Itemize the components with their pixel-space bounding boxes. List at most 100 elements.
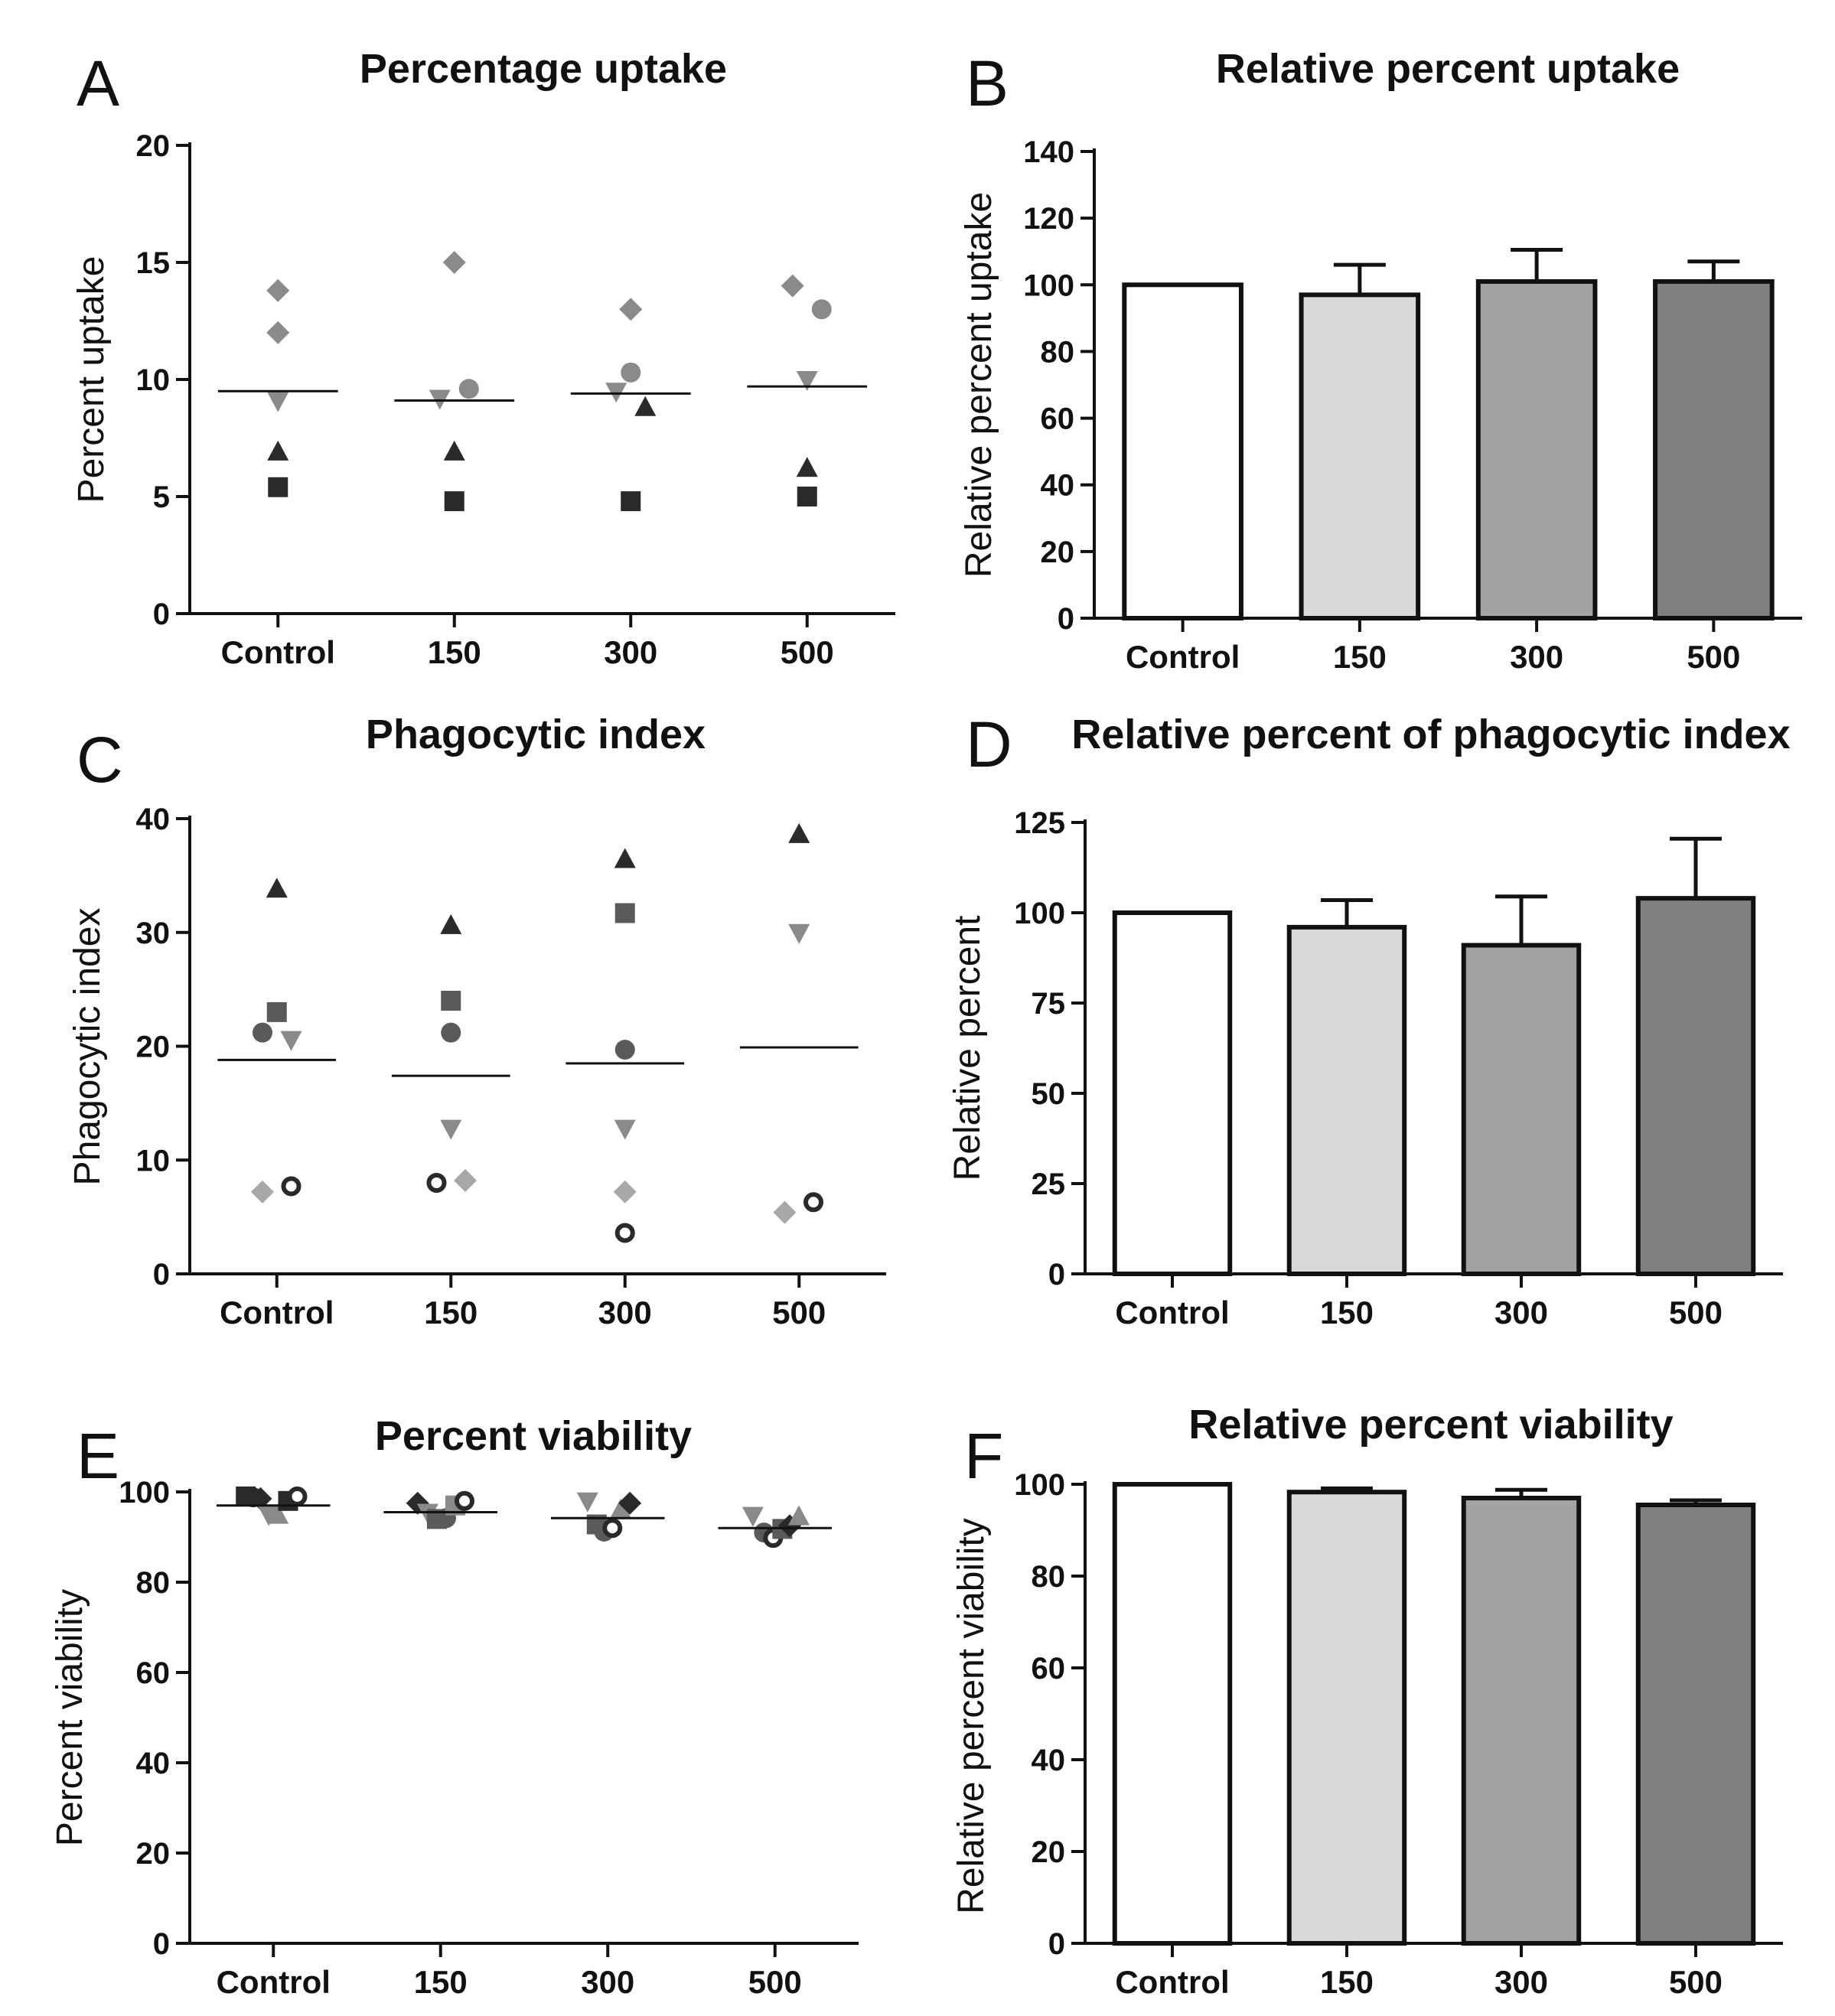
y-axis-label: Percent viability: [50, 1589, 90, 1846]
chart-panel-e: E Percent viability Percent viability 0 20 40…: [50, 1413, 859, 2000]
y-axis-label: Phagocytic index: [67, 908, 108, 1186]
x-tick-label: 500: [1669, 1964, 1723, 2000]
chart-title: Relative percent of phagocytic index: [1071, 712, 1790, 757]
chart-panel-b: B Relative percent uptake Relative percent…: [959, 46, 1802, 675]
x-tick-label: Control: [1126, 639, 1240, 675]
y-tick-label: 0: [1048, 1927, 1065, 1961]
bar: [1286, 1490, 1407, 1946]
x-tick-label: Control: [217, 1964, 331, 2000]
data-point: [614, 1039, 635, 1060]
data-point: [781, 274, 804, 298]
data-point: [454, 1169, 477, 1193]
data-point: [267, 392, 289, 412]
x-tick-label: 500: [781, 634, 834, 670]
y-axis-label: Percent uptake: [71, 256, 112, 503]
data-point: [614, 848, 636, 868]
data-point: [268, 477, 288, 497]
y-axis-label: Relative percent viability: [951, 1518, 992, 1914]
chart-panel-c: C Phagocytic index Phagocytic index 0 10 20 30…: [67, 712, 886, 1330]
chart-panel-d: D Relative percent of phagocytic index Rel…: [947, 708, 1791, 1330]
chart-title: Phagocytic index: [366, 712, 706, 757]
y-tick-label: 20: [1032, 1835, 1066, 1869]
data-point: [266, 321, 290, 344]
data-point: [614, 1223, 635, 1243]
y-axis-label: Relative percent uptake: [959, 192, 999, 578]
x-tick-label: 500: [1687, 639, 1740, 675]
data-point: [266, 878, 288, 898]
x-tick-label: 300: [581, 1964, 634, 2000]
chart-panel-a: A Percentage uptake Percent uptake 0 5 10 15 20…: [71, 46, 895, 670]
data-point: [811, 299, 832, 320]
bar: [1112, 1482, 1233, 1946]
bar: [1112, 910, 1233, 1276]
y-tick-label: 0: [153, 598, 170, 631]
y-tick-label: 20: [136, 1837, 171, 1871]
data-point: [454, 1490, 474, 1511]
data-point: [250, 1180, 274, 1203]
y-tick-label: 30: [136, 917, 171, 950]
y-tick-label: 75: [1032, 987, 1066, 1021]
x-tick-label: 300: [1494, 1964, 1548, 2000]
y-tick-label: 40: [136, 1747, 171, 1780]
x-tick-label: 150: [414, 1964, 468, 2000]
data-point: [281, 1176, 301, 1197]
y-tick-label: 20: [136, 129, 171, 163]
data-point: [458, 379, 479, 399]
data-point: [280, 1031, 302, 1051]
x-tick-label: 300: [1510, 639, 1563, 675]
y-tick-label: 15: [136, 246, 171, 280]
y-tick-label: 0: [153, 1258, 170, 1291]
y-tick-label: 80: [1032, 1560, 1066, 1594]
panel-letter: B: [966, 47, 1009, 119]
x-tick-label: 150: [428, 634, 481, 670]
x-tick-label: Control: [1115, 1964, 1229, 2000]
x-tick-label: 500: [772, 1295, 826, 1330]
chart-title: Relative percent viability: [1188, 1402, 1673, 1448]
data-point: [267, 1503, 289, 1524]
bar: [1475, 278, 1598, 620]
y-tick-label: 140: [1023, 135, 1074, 169]
data-point: [788, 822, 810, 843]
y-tick-label: 0: [1048, 1258, 1065, 1291]
y-tick-label: 5: [153, 480, 170, 514]
bar: [1299, 292, 1421, 620]
x-tick-label: 150: [1333, 639, 1387, 675]
bar: [1286, 924, 1407, 1276]
y-tick-label: 20: [136, 1031, 171, 1064]
y-tick-label: 0: [153, 1927, 170, 1961]
data-point: [440, 914, 462, 934]
x-tick-label: 150: [1320, 1295, 1374, 1330]
y-tick-label: 25: [1032, 1168, 1066, 1201]
bar: [1122, 282, 1243, 620]
data-point: [287, 1486, 308, 1506]
x-tick-label: 500: [748, 1964, 802, 2000]
data-point: [441, 991, 461, 1011]
data-point: [634, 396, 657, 416]
panel-letter: C: [77, 724, 123, 796]
y-tick-label: 20: [1041, 536, 1075, 569]
data-point: [613, 1180, 637, 1203]
x-tick-label: 300: [598, 1295, 652, 1330]
bar: [1461, 1496, 1582, 1946]
data-point: [618, 1491, 642, 1515]
bar: [1635, 896, 1756, 1276]
data-point: [444, 491, 464, 512]
y-axis-label: Relative percent: [947, 916, 988, 1181]
chart-title: Percent viability: [375, 1413, 692, 1459]
chart-panel-f: F Relative percent viability Relative perc…: [951, 1402, 1783, 2000]
y-tick-label: 10: [136, 363, 171, 397]
data-point: [796, 371, 818, 391]
y-tick-label: 40: [136, 803, 171, 836]
y-tick-label: 80: [1041, 335, 1075, 369]
data-point: [741, 1506, 764, 1527]
data-point: [602, 1518, 623, 1539]
data-point: [267, 440, 289, 461]
data-point: [796, 457, 818, 477]
bar: [1653, 278, 1775, 620]
y-tick-label: 100: [119, 1476, 170, 1510]
data-point: [803, 1192, 824, 1213]
data-point: [442, 251, 466, 274]
data-point: [797, 487, 817, 506]
y-tick-label: 0: [1058, 602, 1074, 636]
